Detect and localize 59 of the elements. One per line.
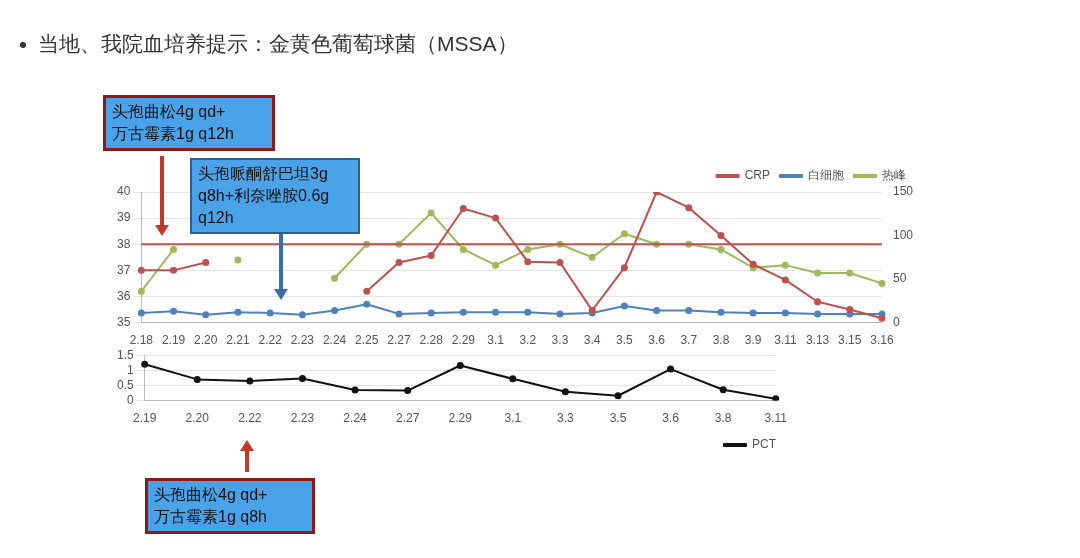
- x-tick-label: 2.22: [258, 333, 283, 348]
- y2-tick-label: 150: [892, 184, 914, 199]
- annotation: 头孢哌酮舒巴坦3g q8h+利奈唑胺0.6g q12h: [198, 165, 330, 226]
- x-tick-label: 3.7: [680, 333, 698, 348]
- x-tick-label: 3.16: [870, 333, 894, 348]
- x-tick-label: 3.9: [744, 333, 762, 348]
- x-tick-label: 3.3: [551, 333, 569, 348]
- x-tick-label: 2.29: [448, 411, 473, 426]
- y2-tick-label: 50: [892, 271, 907, 286]
- x-tick-label: 2.27: [387, 333, 411, 348]
- y-tick-label: 37: [116, 262, 131, 277]
- x-tick-label: 2.19: [161, 333, 186, 348]
- y-tick-label: 38: [116, 236, 131, 251]
- x-tick-label: 3.1: [487, 333, 505, 348]
- legend-label: 白细胞: [808, 168, 844, 183]
- x-tick-label: 3.8: [712, 333, 730, 348]
- x-tick-label: 3.1: [504, 411, 522, 426]
- x-tick-label: 3.5: [616, 333, 634, 348]
- text: 头孢曲松4g qd+ 万古霉素1g q12h: [112, 103, 234, 142]
- x-tick-label: 2.22: [238, 411, 262, 426]
- x-tick-label: 2.25: [355, 333, 379, 348]
- x-tick-label: 2.18: [129, 333, 154, 348]
- x-tick-label: 3.5: [609, 411, 627, 426]
- legend-label: PCT: [752, 437, 777, 452]
- y-tick-label: 39: [116, 210, 131, 225]
- x-tick-label: 3.11: [774, 333, 797, 348]
- x-tick-label: 3.4: [583, 333, 601, 348]
- x-tick-label: 2.29: [451, 333, 476, 348]
- x-tick-label: 2.23: [290, 411, 315, 426]
- chart-title: 当地、我院血培养提示：金黄色葡萄球菌（MSSA）: [38, 31, 518, 57]
- legend-label: 热峰: [882, 168, 906, 183]
- x-tick-label: 3.2: [519, 333, 537, 348]
- legend-label: CRP: [744, 168, 771, 183]
- y2-tick-label: 100: [892, 227, 914, 242]
- x-tick-label: 2.21: [226, 333, 250, 348]
- x-tick-label: 2.20: [185, 411, 210, 426]
- y-tick-label: 1.5: [116, 347, 134, 362]
- x-tick-label: 3.8: [714, 411, 732, 426]
- x-tick-label: 2.28: [419, 333, 444, 348]
- y-tick-label: 40: [116, 184, 131, 199]
- y-tick-label: 0.5: [116, 377, 134, 392]
- y-tick-label: 36: [116, 288, 131, 303]
- x-tick-label: 2.19: [133, 411, 157, 426]
- x-tick-label: 3.6: [648, 333, 666, 348]
- y2-tick-label: 0: [892, 314, 900, 329]
- x-tick-label: 2.23: [290, 333, 315, 348]
- x-tick-label: 2.27: [395, 411, 420, 426]
- y-tick-label: 0: [126, 392, 134, 407]
- x-tick-label: 3.6: [662, 411, 680, 426]
- text: 头孢曲松4g qd+ 万古霉素1g q8h: [154, 486, 268, 525]
- y-tick-label: 1: [126, 362, 134, 377]
- x-tick-label: 2.24: [343, 411, 368, 426]
- x-tick-label: 2.20: [194, 333, 218, 348]
- x-tick-label: 2.24: [322, 333, 347, 348]
- x-tick-label: 3.15: [838, 333, 862, 348]
- y-tick-label: 35: [116, 314, 131, 329]
- x-tick-label: 3.11: [764, 411, 788, 426]
- x-tick-label: 3.3: [557, 411, 575, 426]
- x-tick-label: 3.13: [805, 333, 830, 348]
